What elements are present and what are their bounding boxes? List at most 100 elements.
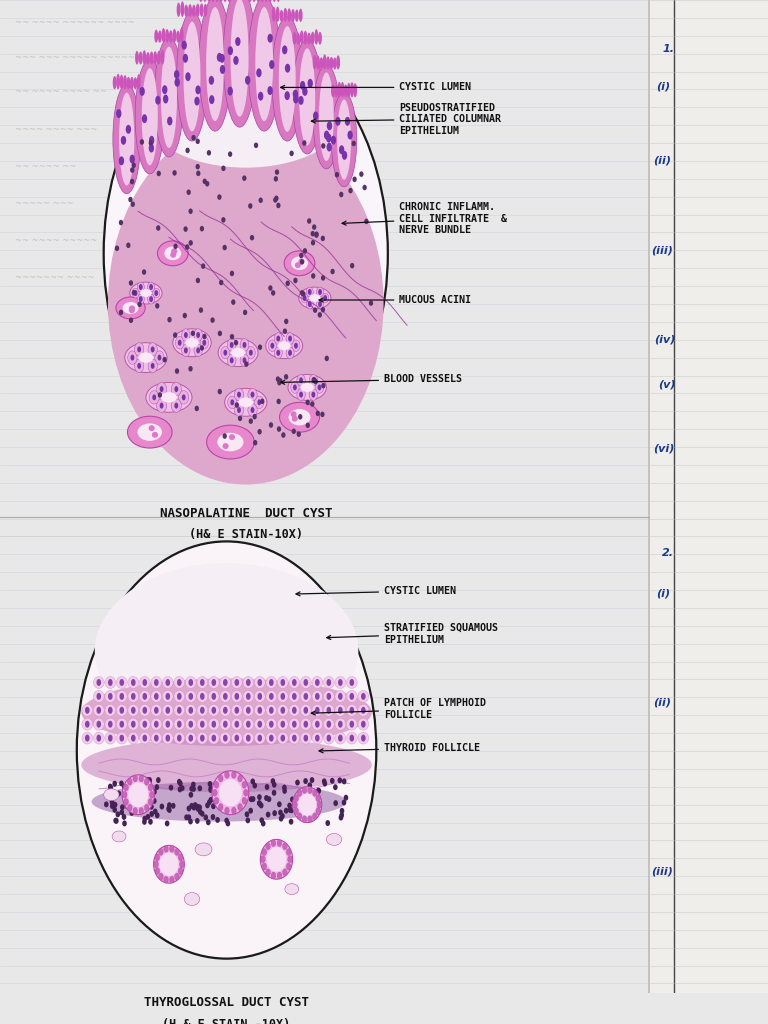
- Circle shape: [156, 777, 161, 783]
- Ellipse shape: [149, 390, 159, 404]
- Ellipse shape: [285, 63, 290, 73]
- Circle shape: [342, 778, 346, 784]
- Ellipse shape: [227, 339, 236, 351]
- Ellipse shape: [151, 677, 162, 688]
- Ellipse shape: [220, 718, 230, 730]
- Circle shape: [122, 820, 127, 826]
- Circle shape: [274, 196, 279, 201]
- Ellipse shape: [154, 861, 158, 867]
- Ellipse shape: [250, 408, 254, 413]
- Circle shape: [277, 802, 282, 807]
- Ellipse shape: [197, 705, 207, 716]
- Ellipse shape: [257, 693, 262, 699]
- Circle shape: [245, 811, 250, 817]
- Ellipse shape: [292, 416, 298, 422]
- Circle shape: [261, 820, 266, 826]
- Ellipse shape: [184, 332, 187, 338]
- Text: ~~ ~~~~ ~~~~~: ~~ ~~~~ ~~~~~: [15, 237, 98, 246]
- Circle shape: [302, 796, 306, 802]
- Ellipse shape: [94, 563, 359, 738]
- Ellipse shape: [197, 732, 207, 744]
- Ellipse shape: [361, 734, 366, 741]
- Circle shape: [167, 802, 171, 808]
- Ellipse shape: [130, 155, 135, 164]
- Ellipse shape: [315, 693, 319, 699]
- Circle shape: [257, 800, 262, 806]
- Circle shape: [173, 333, 177, 338]
- Circle shape: [311, 799, 316, 805]
- Ellipse shape: [326, 834, 342, 846]
- Circle shape: [272, 790, 276, 796]
- Ellipse shape: [303, 31, 307, 45]
- Ellipse shape: [151, 732, 162, 744]
- Ellipse shape: [287, 8, 291, 22]
- Ellipse shape: [200, 679, 204, 686]
- Ellipse shape: [220, 732, 230, 744]
- Circle shape: [233, 807, 237, 813]
- Ellipse shape: [297, 813, 302, 820]
- Ellipse shape: [184, 5, 188, 16]
- Ellipse shape: [171, 382, 181, 396]
- Ellipse shape: [154, 38, 184, 157]
- Circle shape: [120, 804, 124, 810]
- Circle shape: [304, 808, 309, 814]
- Circle shape: [230, 270, 234, 276]
- Circle shape: [295, 779, 300, 785]
- Circle shape: [314, 231, 319, 237]
- Circle shape: [225, 802, 230, 807]
- Ellipse shape: [315, 721, 319, 728]
- Ellipse shape: [296, 33, 300, 45]
- Ellipse shape: [211, 721, 216, 728]
- Ellipse shape: [358, 718, 369, 730]
- Circle shape: [253, 414, 257, 420]
- Text: 1.: 1.: [662, 44, 674, 53]
- Ellipse shape: [306, 299, 313, 309]
- Ellipse shape: [277, 690, 288, 702]
- Ellipse shape: [185, 677, 196, 688]
- Ellipse shape: [231, 705, 242, 716]
- Text: CHRONIC INFLAMM.
CELL INFILTRATE  &
NERVE BUNDLE: CHRONIC INFLAMM. CELL INFILTRATE & NERVE…: [342, 202, 508, 236]
- Ellipse shape: [248, 403, 257, 417]
- Ellipse shape: [164, 846, 168, 852]
- Ellipse shape: [338, 734, 343, 741]
- Ellipse shape: [288, 350, 292, 356]
- Ellipse shape: [131, 734, 136, 741]
- Ellipse shape: [154, 693, 159, 699]
- Ellipse shape: [318, 301, 322, 307]
- Ellipse shape: [284, 251, 315, 275]
- Ellipse shape: [290, 412, 296, 417]
- Ellipse shape: [323, 295, 327, 301]
- Circle shape: [113, 802, 118, 808]
- Ellipse shape: [143, 693, 147, 699]
- Ellipse shape: [234, 403, 243, 417]
- Text: (iii): (iii): [651, 246, 673, 255]
- Ellipse shape: [184, 347, 187, 353]
- Circle shape: [146, 814, 151, 820]
- Ellipse shape: [316, 299, 323, 309]
- Ellipse shape: [312, 391, 316, 397]
- Ellipse shape: [164, 877, 168, 883]
- Circle shape: [208, 785, 213, 792]
- Ellipse shape: [194, 344, 202, 356]
- Ellipse shape: [250, 391, 254, 397]
- Ellipse shape: [174, 873, 179, 881]
- Circle shape: [283, 329, 287, 334]
- Ellipse shape: [310, 375, 318, 386]
- Ellipse shape: [346, 718, 357, 730]
- Circle shape: [187, 189, 190, 195]
- Circle shape: [228, 152, 232, 157]
- Ellipse shape: [225, 771, 230, 778]
- Ellipse shape: [234, 679, 239, 686]
- Ellipse shape: [306, 287, 313, 297]
- Circle shape: [225, 792, 230, 798]
- Circle shape: [339, 814, 343, 820]
- Ellipse shape: [157, 399, 167, 413]
- Circle shape: [183, 312, 187, 318]
- Ellipse shape: [300, 81, 306, 90]
- Ellipse shape: [206, 7, 224, 121]
- Ellipse shape: [104, 40, 388, 467]
- Circle shape: [232, 791, 237, 797]
- Ellipse shape: [240, 354, 249, 367]
- Ellipse shape: [299, 8, 303, 22]
- Ellipse shape: [197, 677, 207, 688]
